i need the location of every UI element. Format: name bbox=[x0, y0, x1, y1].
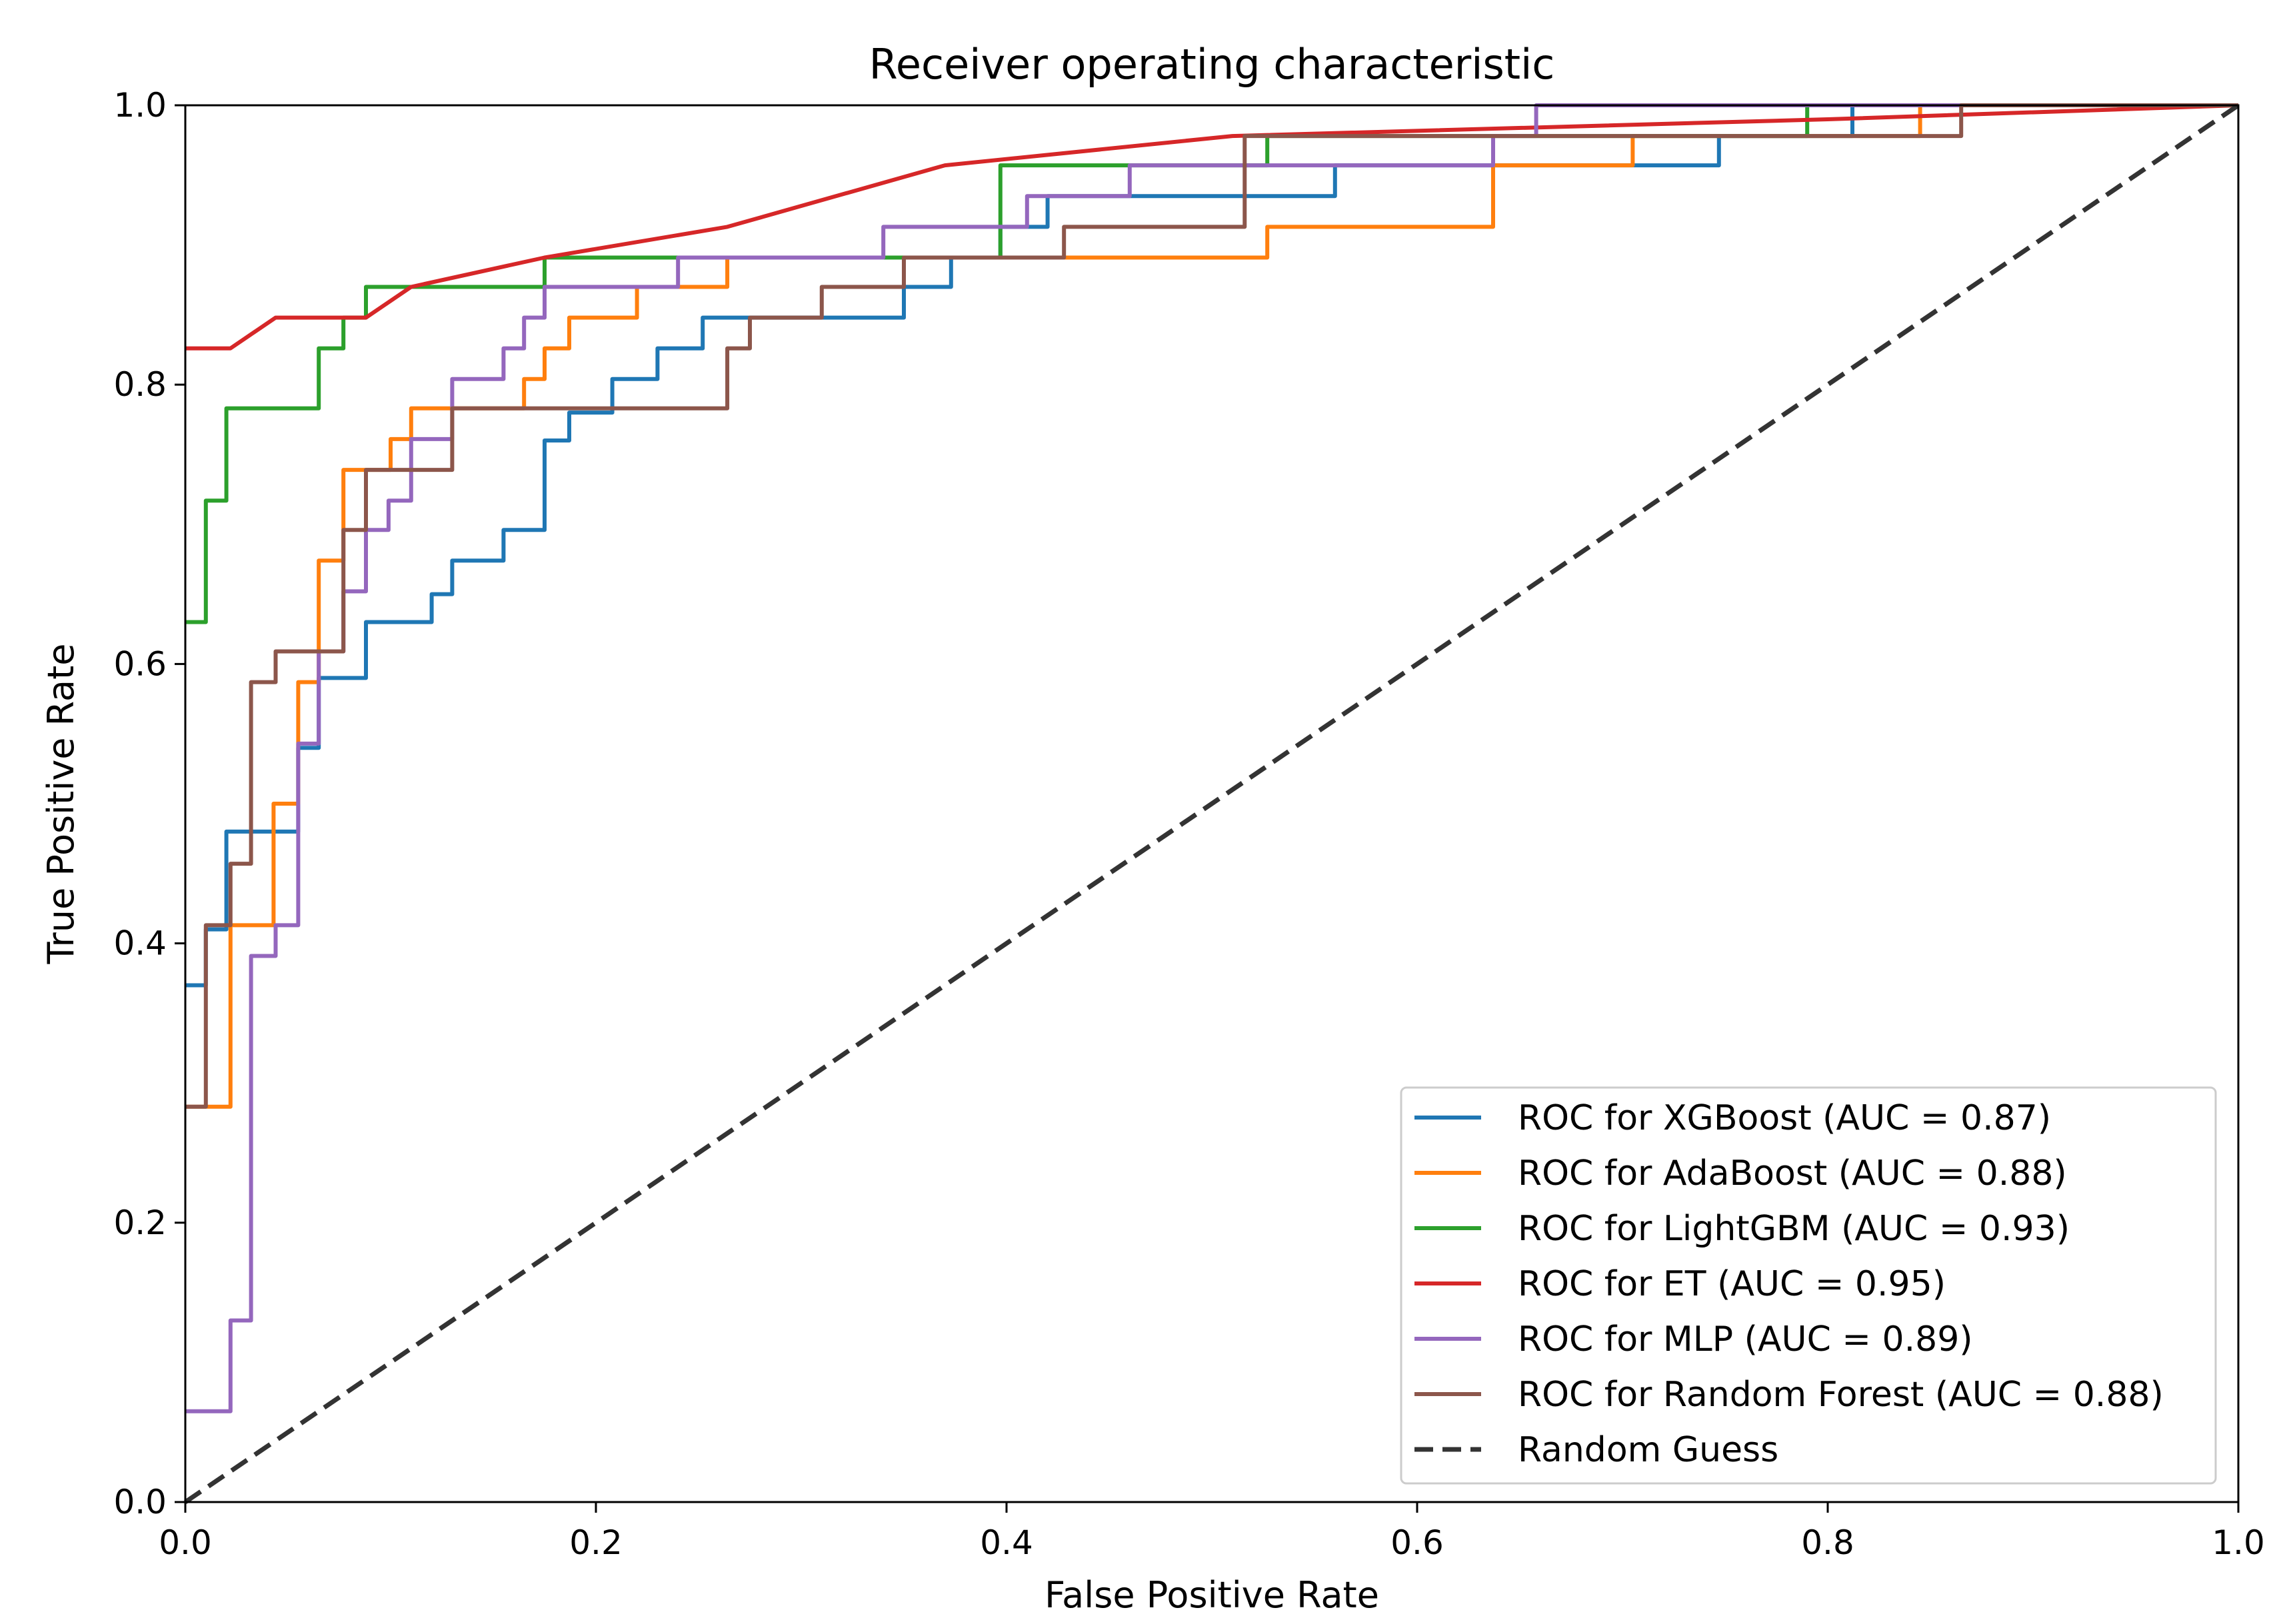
y-axis-ticks: 0.0 0.2 0.4 0.6 0.8 1.0 bbox=[113, 86, 185, 1521]
series-line-roc-for-adaboost-auc-0-88 bbox=[185, 103, 2238, 1109]
x-tick-label: 0.4 bbox=[980, 1523, 1033, 1562]
legend-items: ROC for XGBoost (AUC = 0.87) ROC for AdaB… bbox=[1414, 1098, 2164, 1470]
legend-box bbox=[1400, 1086, 2217, 1485]
series-line-roc-for-random-forest-auc-0-88 bbox=[185, 103, 2238, 1109]
y-tick-label: 0.2 bbox=[113, 1204, 167, 1242]
y-tick-label: 0.4 bbox=[113, 924, 167, 963]
plot-frame bbox=[184, 104, 2240, 1503]
legend-label: Random Guess bbox=[1518, 1430, 1778, 1470]
y-tick-label: 1.0 bbox=[113, 86, 167, 125]
y-tick-label: 0.8 bbox=[113, 365, 167, 404]
x-tick-label: 0.6 bbox=[1390, 1523, 1444, 1562]
x-tick-label: 0.2 bbox=[569, 1523, 623, 1562]
y-tick-label: 0.6 bbox=[113, 644, 167, 683]
legend-label: ROC for AdaBoost (AUC = 0.88) bbox=[1518, 1154, 2067, 1194]
legend-label: ROC for XGBoost (AUC = 0.87) bbox=[1518, 1098, 2051, 1138]
x-axis-label: False Positive Rate bbox=[1045, 1574, 1379, 1616]
chart-title: Receiver operating characteristic bbox=[869, 40, 1555, 89]
legend-label: ROC for LightGBM (AUC = 0.93) bbox=[1518, 1209, 2070, 1249]
series-group bbox=[184, 103, 2240, 1504]
plot-area: 0.0 0.2 0.4 0.6 0.8 1.0 0.0 0.2 0.4 0.6 0.8 1.0 bbox=[113, 86, 2264, 1562]
series-line-roc-for-lightgbm-auc-0-93 bbox=[185, 103, 2238, 624]
legend-label: ROC for ET (AUC = 0.95) bbox=[1518, 1264, 1946, 1304]
y-axis-label: True Positive Rate bbox=[40, 643, 82, 964]
series-line-roc-for-et-auc-0-95 bbox=[185, 103, 2239, 351]
legend-label: ROC for MLP (AUC = 0.89) bbox=[1518, 1319, 1973, 1359]
legend: ROC for XGBoost (AUC = 0.87) ROC for AdaB… bbox=[1400, 1086, 2217, 1485]
series-line-random-guess bbox=[184, 103, 2240, 1504]
x-axis-ticks: 0.0 0.2 0.4 0.6 0.8 1.0 bbox=[159, 1502, 2265, 1562]
x-tick-label: 1.0 bbox=[2212, 1523, 2265, 1562]
y-tick-label: 0.0 bbox=[113, 1483, 167, 1521]
legend-label: ROC for Random Forest (AUC = 0.88) bbox=[1518, 1375, 2164, 1415]
x-tick-label: 0.8 bbox=[1801, 1523, 1854, 1562]
x-tick-label: 0.0 bbox=[159, 1523, 212, 1562]
